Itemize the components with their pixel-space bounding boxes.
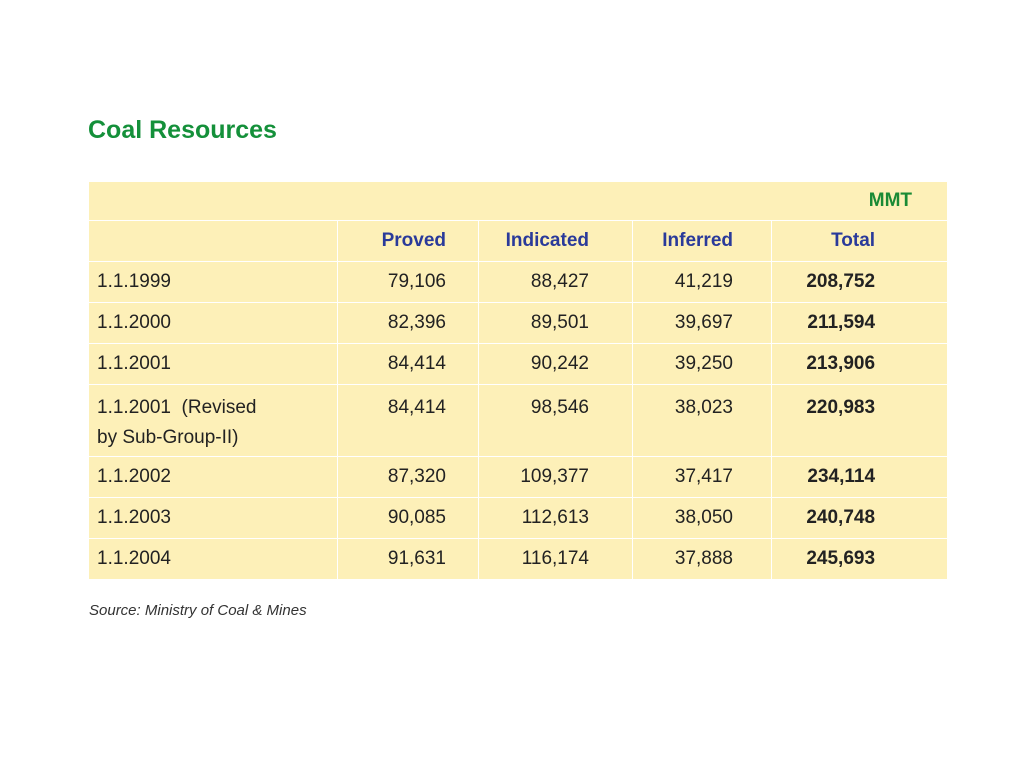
inferred-cell: 37,888 [632,538,772,580]
proved-cell: 79,106 [337,261,479,303]
total-cell: 220,983 [770,384,949,457]
year-cell: 1.1.2002 [88,456,338,498]
table-row: 1.1.2004 91,631 116,174 37,888 245,693 [88,538,949,580]
inferred-cell: 38,050 [632,497,772,539]
total-cell: 211,594 [770,302,949,344]
coal-resources-table: MMT Proved Indicated Inferred Total 1.1.… [87,181,949,580]
year-cell: 1.1.2004 [88,538,338,580]
header-proved: Proved [337,220,479,262]
year-cell: 1.1.2001 [88,343,338,385]
table-row: 1.1.2002 87,320 109,377 37,417 234,114 [88,456,949,498]
inferred-cell: 38,023 [632,384,772,457]
proved-cell: 84,414 [337,384,479,457]
proved-cell: 87,320 [337,456,479,498]
inferred-cell: 37,417 [632,456,772,498]
unit-row: MMT [87,181,949,221]
page-title: Coal Resources [88,116,277,144]
inferred-cell: 39,250 [632,343,772,385]
indicated-cell: 112,613 [478,497,633,539]
year-cell: 1.1.1999 [88,261,338,303]
proved-cell: 91,631 [337,538,479,580]
inferred-cell: 41,219 [632,261,772,303]
table-row: 1.1.2003 90,085 112,613 38,050 240,748 [88,497,949,539]
total-cell: 213,906 [770,343,949,385]
header-indicated: Indicated [478,220,633,262]
year-line-2: by Sub-Group-II) [97,427,239,448]
header-inferred: Inferred [632,220,772,262]
table-row: 1.1.2001 (Revised by Sub-Group-II) 84,41… [88,384,949,457]
proved-cell: 82,396 [337,302,479,344]
proved-cell: 90,085 [337,497,479,539]
total-cell: 234,114 [770,456,949,498]
source-note: Source: Ministry of Coal & Mines [89,602,307,619]
indicated-cell: 89,501 [478,302,633,344]
proved-cell: 84,414 [337,343,479,385]
indicated-cell: 109,377 [478,456,633,498]
header-total: Total [770,220,949,262]
total-cell: 245,693 [770,538,949,580]
header-row: Proved Indicated Inferred Total [88,220,949,262]
year-line-1: 1.1.2001 (Revised [97,397,257,418]
inferred-cell: 39,697 [632,302,772,344]
indicated-cell: 116,174 [478,538,633,580]
indicated-cell: 98,546 [478,384,633,457]
year-cell: 1.1.2001 (Revised by Sub-Group-II) [88,384,338,457]
year-cell: 1.1.2000 [88,302,338,344]
total-cell: 208,752 [770,261,949,303]
unit-label: MMT [87,181,949,221]
table-row: 1.1.2000 82,396 89,501 39,697 211,594 [88,302,949,344]
indicated-cell: 90,242 [478,343,633,385]
total-cell: 240,748 [770,497,949,539]
year-cell: 1.1.2003 [88,497,338,539]
header-empty [88,220,338,262]
table-row: 1.1.1999 79,106 88,427 41,219 208,752 [88,261,949,303]
table-row: 1.1.2001 84,414 90,242 39,250 213,906 [88,343,949,385]
indicated-cell: 88,427 [478,261,633,303]
